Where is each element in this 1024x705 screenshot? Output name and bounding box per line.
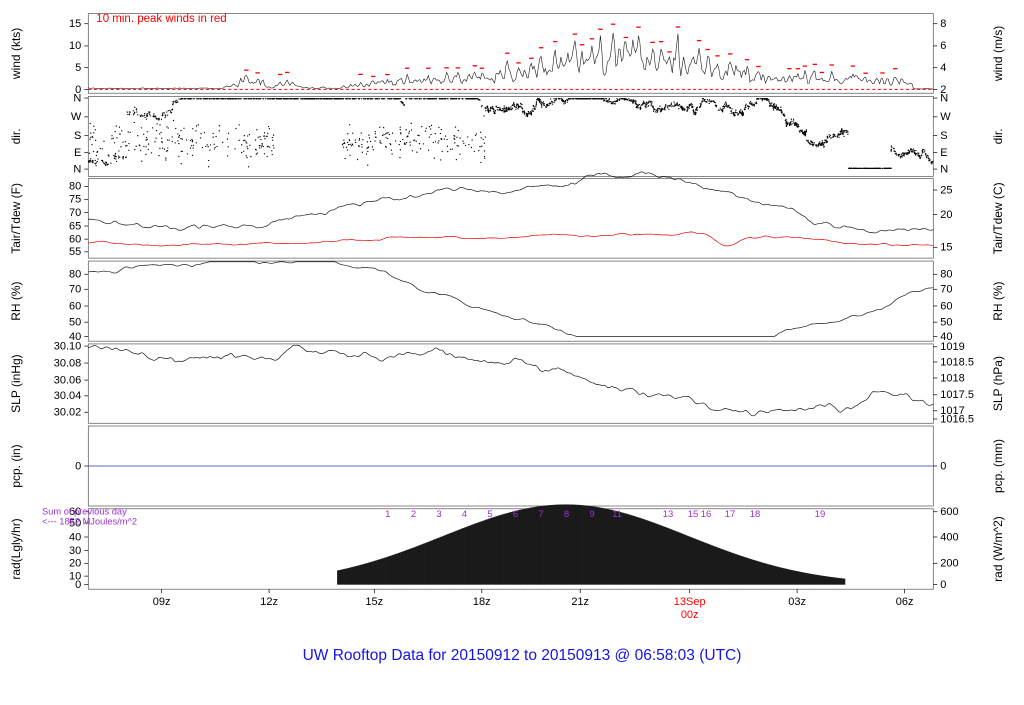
svg-text:E: E xyxy=(74,147,81,159)
svg-text:N: N xyxy=(73,92,81,104)
svg-text:1018.5: 1018.5 xyxy=(940,356,974,368)
svg-text:65: 65 xyxy=(69,220,81,232)
svg-text:70: 70 xyxy=(69,207,81,219)
svg-text:80: 80 xyxy=(69,181,81,193)
svg-text:SLP (inHg): SLP (inHg) xyxy=(9,354,23,412)
svg-text:17: 17 xyxy=(725,509,736,520)
svg-text:70: 70 xyxy=(940,284,952,296)
svg-text:W: W xyxy=(71,111,82,123)
svg-text:60: 60 xyxy=(69,300,81,312)
svg-text:30: 30 xyxy=(69,545,81,557)
svg-text:13Sep: 13Sep xyxy=(674,596,706,608)
svg-text:18z: 18z xyxy=(473,596,491,608)
svg-text:1018: 1018 xyxy=(940,372,964,384)
svg-text:5: 5 xyxy=(75,62,81,74)
svg-text:03z: 03z xyxy=(788,596,806,608)
svg-text:15z: 15z xyxy=(365,596,383,608)
svg-text:09z: 09z xyxy=(153,596,171,608)
svg-text:50: 50 xyxy=(69,316,81,328)
svg-text:1: 1 xyxy=(385,509,390,520)
svg-text:40: 40 xyxy=(69,531,81,543)
svg-text:8: 8 xyxy=(564,509,569,520)
svg-text:55: 55 xyxy=(69,246,81,258)
svg-text:UW Rooftop Data for 20150912: UW Rooftop Data for 20150912 to 20150913… xyxy=(303,647,742,664)
svg-text:30.08: 30.08 xyxy=(54,357,82,369)
svg-text:16: 16 xyxy=(701,509,712,520)
svg-text:<--- 1852 MJoules/m^2: <--- 1852 MJoules/m^2 xyxy=(42,517,137,527)
svg-text:00z: 00z xyxy=(681,609,699,621)
svg-text:pcp. (in): pcp. (in) xyxy=(9,444,23,487)
svg-text:6: 6 xyxy=(513,509,518,520)
svg-text:N: N xyxy=(73,163,81,175)
svg-text:13: 13 xyxy=(663,509,674,520)
svg-text:0: 0 xyxy=(75,460,81,472)
svg-text:wind (kts): wind (kts) xyxy=(9,28,23,80)
svg-text:N: N xyxy=(940,163,948,175)
svg-text:10 min. peak winds in red: 10 min. peak winds in red xyxy=(96,13,226,25)
svg-text:5: 5 xyxy=(487,509,492,520)
svg-text:S: S xyxy=(940,130,947,142)
svg-text:2: 2 xyxy=(411,509,416,520)
svg-text:60: 60 xyxy=(940,300,952,312)
svg-text:wind (m/s): wind (m/s) xyxy=(991,26,1005,82)
svg-text:8: 8 xyxy=(940,18,946,30)
svg-text:rad(Lgly/hr): rad(Lgly/hr) xyxy=(9,518,23,579)
svg-text:RH (%): RH (%) xyxy=(9,281,23,320)
svg-text:200: 200 xyxy=(940,558,958,570)
svg-text:pcp. (mm): pcp. (mm) xyxy=(991,439,1005,493)
svg-text:15: 15 xyxy=(69,18,81,30)
svg-text:18: 18 xyxy=(750,509,761,520)
svg-text:25: 25 xyxy=(940,184,952,196)
svg-text:E: E xyxy=(940,147,947,159)
svg-text:15: 15 xyxy=(940,242,952,254)
svg-text:30.04: 30.04 xyxy=(54,390,82,402)
svg-text:11: 11 xyxy=(612,509,622,520)
svg-text:1017.5: 1017.5 xyxy=(940,389,974,401)
svg-text:7: 7 xyxy=(538,509,543,520)
svg-text:30.10: 30.10 xyxy=(54,340,82,352)
svg-text:400: 400 xyxy=(940,531,958,543)
svg-text:RH (%): RH (%) xyxy=(991,281,1005,320)
svg-text:4: 4 xyxy=(462,509,467,520)
svg-text:06z: 06z xyxy=(896,596,914,608)
svg-text:1016.5: 1016.5 xyxy=(940,413,974,425)
svg-text:75: 75 xyxy=(69,194,81,206)
svg-text:19: 19 xyxy=(815,509,826,520)
svg-text:1019: 1019 xyxy=(940,341,964,353)
svg-text:12z: 12z xyxy=(260,596,278,608)
svg-text:80: 80 xyxy=(940,269,952,281)
svg-text:20: 20 xyxy=(69,558,81,570)
svg-text:21z: 21z xyxy=(571,596,589,608)
svg-text:4: 4 xyxy=(940,62,946,74)
svg-text:600: 600 xyxy=(940,506,958,518)
svg-text:Sum of previous day: Sum of previous day xyxy=(42,507,127,517)
svg-text:S: S xyxy=(74,130,81,142)
svg-text:20: 20 xyxy=(940,209,952,221)
svg-text:9: 9 xyxy=(589,509,594,520)
svg-text:0: 0 xyxy=(940,579,946,591)
svg-text:80: 80 xyxy=(69,269,81,281)
svg-text:10: 10 xyxy=(69,40,81,52)
svg-text:6: 6 xyxy=(940,40,946,52)
svg-text:3: 3 xyxy=(436,509,441,520)
svg-text:60: 60 xyxy=(69,233,81,245)
svg-text:dir.: dir. xyxy=(9,128,23,144)
svg-text:W: W xyxy=(940,111,951,123)
svg-text:30.02: 30.02 xyxy=(54,407,82,419)
svg-text:N: N xyxy=(940,92,948,104)
svg-text:Tair/Tdew (F): Tair/Tdew (F) xyxy=(9,183,23,254)
svg-text:dir.: dir. xyxy=(991,128,1005,144)
svg-text:Tair/Tdew (C): Tair/Tdew (C) xyxy=(991,182,1005,254)
svg-text:70: 70 xyxy=(69,284,81,296)
svg-text:30.06: 30.06 xyxy=(54,374,82,386)
svg-text:rad (W/m^2): rad (W/m^2) xyxy=(991,516,1005,582)
svg-text:15: 15 xyxy=(688,509,699,520)
svg-text:SLP (hPa): SLP (hPa) xyxy=(991,356,1005,411)
svg-text:0: 0 xyxy=(940,460,946,472)
svg-text:0: 0 xyxy=(75,579,81,591)
svg-text:50: 50 xyxy=(940,316,952,328)
